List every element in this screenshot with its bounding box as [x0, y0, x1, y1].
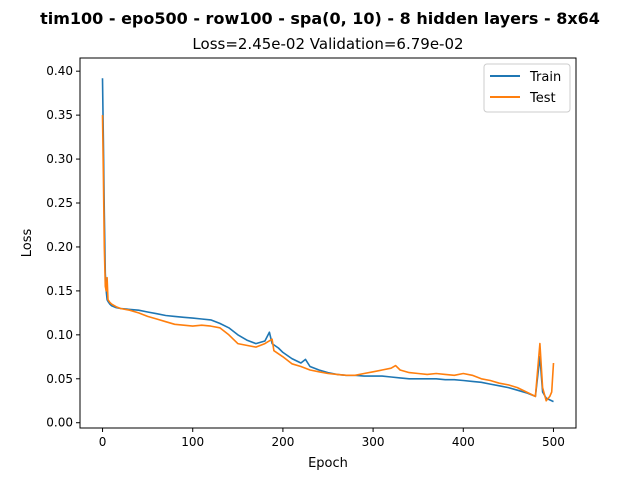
plot-area	[101, 78, 555, 403]
x-axis-label: Epoch	[308, 456, 348, 471]
y-axis-label: Loss	[20, 229, 35, 258]
legend: Train Test	[483, 63, 571, 113]
legend-label-test: Test	[529, 91, 556, 106]
y-tick-label: 0.35	[46, 108, 73, 122]
x-tick-label: 0	[99, 435, 107, 449]
x-axis: 0 100 200 300 400 500	[99, 428, 565, 449]
y-tick-label: 0.20	[46, 240, 73, 254]
y-tick-label: 0.05	[46, 372, 73, 386]
x-tick-label: 300	[362, 435, 385, 449]
x-tick-label: 200	[271, 435, 294, 449]
y-tick-label: 0.15	[46, 284, 73, 298]
axes-frame	[79, 57, 577, 429]
y-tick-label: 0.10	[46, 328, 73, 342]
y-axis: 0.00 0.05 0.10 0.15 0.20 0.25 0.30 0.35 0.40	[46, 64, 80, 430]
x-tick-label: 500	[542, 435, 565, 449]
chart-title: tim100 - epo500 - row100 - spa(0, 10) - …	[40, 9, 600, 28]
x-tick-label: 100	[181, 435, 204, 449]
x-tick-label: 400	[452, 435, 475, 449]
y-tick-label: 0.00	[46, 416, 73, 430]
y-tick-label: 0.30	[46, 152, 73, 166]
chart-subtitle: Loss=2.45e-02 Validation=6.79e-02	[192, 35, 463, 53]
series-line-test	[101, 115, 555, 402]
legend-label-train: Train	[529, 70, 561, 85]
y-tick-label: 0.25	[46, 196, 73, 210]
series-line-train	[101, 78, 554, 403]
y-tick-label: 0.40	[46, 64, 73, 78]
